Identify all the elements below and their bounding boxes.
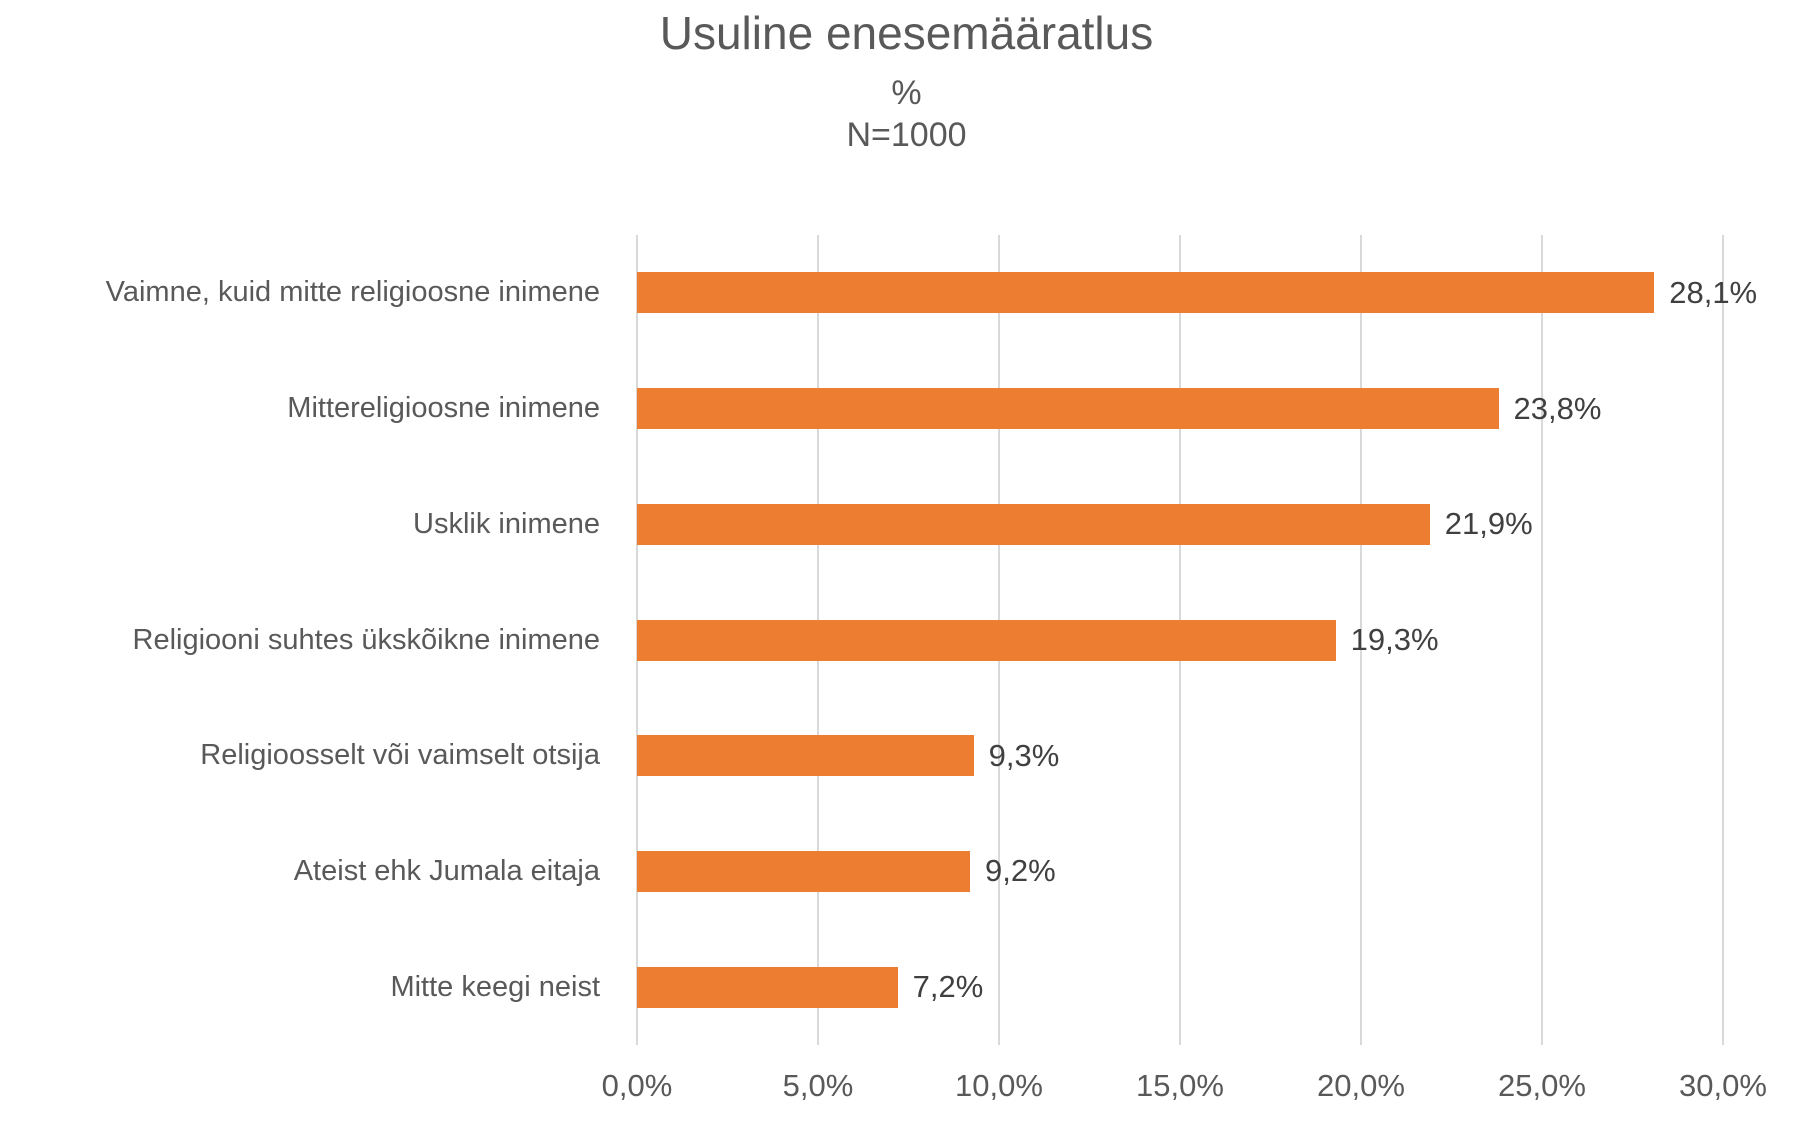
value-label: 23,8% [1513, 390, 1602, 426]
bar-row: 23,8% [637, 351, 1723, 467]
x-axis-tick-label: 10,0% [955, 1068, 1043, 1103]
bar-row: 9,2% [637, 814, 1723, 930]
gridline [1541, 235, 1543, 1045]
category-label: Mitte keegi neist [390, 970, 600, 1003]
gridline [1722, 235, 1724, 1045]
x-axis-tick-label: 25,0% [1498, 1068, 1586, 1103]
value-axis: 0,0% 5,0% 10,0% 15,0% 20,0% 25,0% 30,0% [602, 1068, 1767, 1114]
bar [637, 850, 971, 892]
bar-row: 28,1% [637, 235, 1757, 351]
value-label: 7,2% [912, 969, 984, 1005]
gridline [1359, 235, 1362, 1045]
value-label: 21,9% [1444, 506, 1533, 542]
bar-row: 21,9% [637, 466, 1723, 582]
x-axis-tick-label: 0,0% [601, 1068, 673, 1103]
bar-rows: 28,1% 23,8% 21,9% 19,3% 9,3% 9,2% 7,2% [637, 235, 1757, 1045]
category-label: Religiooni suhtes ükskõikne inimene [132, 623, 600, 656]
bar [637, 966, 898, 1008]
x-axis-tick-label: 5,0% [782, 1068, 854, 1103]
value-label: 19,3% [1350, 622, 1439, 658]
bar [637, 735, 974, 777]
x-axis-tick-label: 15,0% [1136, 1068, 1224, 1103]
bar [637, 272, 1655, 314]
plot-area: 28,1% 23,8% 21,9% 19,3% 9,3% 9,2% 7,2% [636, 235, 1757, 1045]
bar-row: 9,3% [637, 698, 1723, 814]
x-axis-tick-label: 30,0% [1679, 1068, 1767, 1103]
chart-subtitle-percent: % [891, 74, 922, 112]
category-label: Usklik inimene [413, 507, 600, 540]
value-label: 9,3% [988, 737, 1060, 773]
bar [637, 619, 1336, 661]
category-label: Ateist ehk Jumala eitaja [293, 854, 600, 887]
bar-row: 19,3% [637, 582, 1723, 698]
x-axis-tick-label: 20,0% [1317, 1068, 1405, 1103]
category-label: Vaimne, kuid mitte religioosne inimene [105, 276, 600, 309]
bar [637, 388, 1499, 430]
value-label: 28,1% [1669, 274, 1758, 310]
bar [637, 503, 1430, 545]
category-axis-labels: Vaimne, kuid mitte religioosne inimene Mi… [0, 235, 600, 1045]
value-label: 9,2% [985, 853, 1056, 889]
chart-subtitle-sample-size: N=1000 [846, 116, 967, 154]
bar-row: 7,2% [637, 929, 1723, 1045]
chart-title: Usuline enesemääratlus [659, 7, 1154, 59]
category-label: Mittereligioosne inimene [287, 392, 600, 425]
category-label: Religioosselt või vaimselt otsija [200, 739, 600, 772]
